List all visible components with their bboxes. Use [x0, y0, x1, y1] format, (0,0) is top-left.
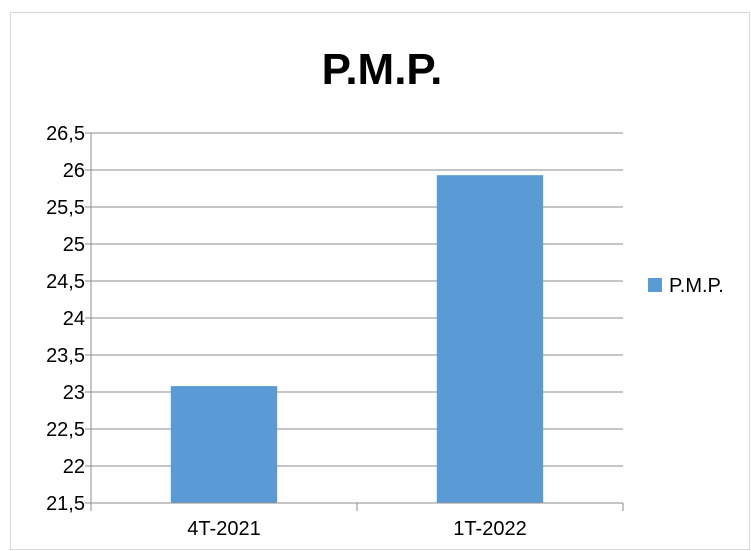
chart-title: P.M.P. [322, 45, 443, 94]
y-tick-label: 24,5 [46, 271, 85, 293]
y-tick-label: 22 [63, 456, 85, 478]
bar-4t-2021 [170, 386, 278, 503]
y-tick-label: 21,5 [46, 493, 85, 515]
x-tick-label: 4T-2021 [187, 518, 260, 540]
y-tick-label: 25 [63, 234, 85, 256]
y-tick-label: 24 [63, 308, 85, 330]
y-tick-label: 23 [63, 382, 85, 404]
bar-1t-2022 [436, 175, 544, 503]
legend: P.M.P. [648, 275, 724, 297]
y-axis-ticks: 21,5 22 22,5 23 23,5 24 24,5 25 25,5 26 26,5 [46, 123, 85, 515]
x-tick-label: 1T-2022 [453, 518, 526, 540]
y-tick-label: 26,5 [46, 123, 85, 145]
bars [170, 175, 544, 503]
y-tick-label: 22,5 [46, 419, 85, 441]
y-tick-label: 26 [63, 160, 85, 182]
y-tick-label: 25,5 [46, 197, 85, 219]
legend-swatch-pmp [648, 278, 662, 292]
x-axis: 4T-2021 1T-2022 [90, 133, 624, 540]
legend-label-pmp: P.M.P. [669, 275, 724, 297]
y-tick-label: 23,5 [46, 345, 85, 367]
